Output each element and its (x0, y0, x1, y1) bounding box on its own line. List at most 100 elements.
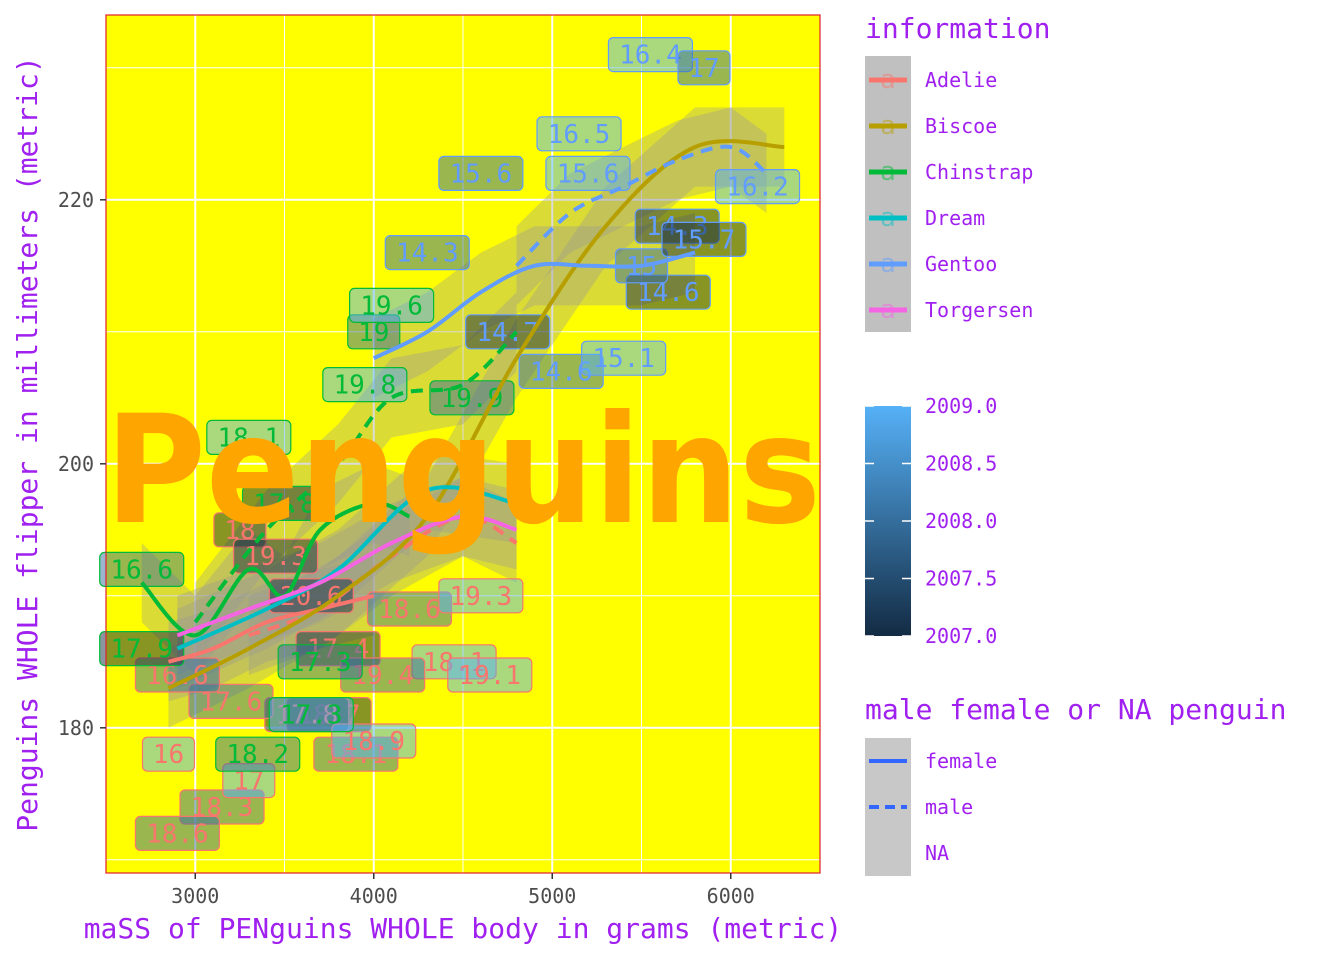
point-label-box (99, 551, 185, 588)
smooth-line-adelie-female (167, 593, 375, 664)
point-label-gentoo: 14.7 (465, 314, 551, 350)
y-axis-title: Penguins WHOLE flipper in millimeters (m… (11, 56, 44, 831)
legend-information-title: information (865, 12, 1050, 45)
point-label-text: 16.6 (110, 555, 173, 585)
x-tick-label: 4000 (350, 884, 398, 908)
legend-key-glyph: a (880, 111, 896, 141)
point-label-text: 14.7 (476, 318, 539, 348)
point-label-box (661, 221, 747, 257)
point-label-chinstrap: 18.1 (206, 419, 292, 455)
x-tick-label: 5000 (528, 884, 576, 908)
point-label-gentoo: 15.6 (545, 155, 631, 191)
x-axis-title: maSS of PENguins WHOLE body in grams (me… (84, 912, 843, 945)
legend-information-keys-bg (865, 56, 911, 332)
point-label-adelie: 19.3 (438, 578, 524, 614)
point-label-box (322, 367, 408, 403)
point-label-adelie: 19.1 (447, 657, 533, 693)
point-label-text: 17.9 (110, 635, 173, 665)
point-label-text: 19.6 (360, 291, 423, 321)
point-label-box (625, 274, 711, 310)
point-label-text: 19.3 (450, 582, 513, 612)
point-label-box (581, 340, 667, 376)
point-label-text: 16.2 (726, 173, 789, 203)
colorbar-label: 2009.0 (925, 394, 997, 418)
x-tick-label: 6000 (707, 884, 755, 908)
point-label-box (438, 578, 524, 614)
point-label-gentoo: 16.2 (714, 169, 801, 205)
point-label-box (99, 630, 185, 667)
colorbar-label: 2008.5 (925, 452, 997, 476)
point-label-text: 16.5 (548, 120, 611, 150)
point-label-text: 19.8 (334, 371, 397, 401)
point-label-text: 17.3 (289, 648, 352, 678)
legend-information-item: Dream (925, 206, 985, 230)
point-label-box (268, 696, 354, 733)
point-label-box (384, 235, 470, 271)
legend-key-glyph: a (880, 249, 896, 279)
point-label-text: 18.6 (146, 819, 209, 849)
point-label-adelie: 18.6 (134, 815, 220, 852)
legend-year-colorbar: 2009.0 2008.5 2008.0 2007.5 2007.0 (865, 394, 997, 648)
legend-sex: male female or NA penguin female male NA (865, 693, 1286, 876)
legend-key-glyph: a (880, 65, 896, 95)
point-labels: 18.717.41819.320.617.817.616.618.318.617… (99, 36, 801, 852)
point-label-adelie: 18 (213, 512, 267, 548)
axis-ticks: 3000 4000 5000 6000 180 200 220 (58, 188, 755, 908)
point-label-text: 16 (153, 740, 184, 770)
ribbon-biscoe-female (168, 107, 785, 728)
chart-title: Penguins (105, 384, 821, 558)
grid-lines (106, 15, 820, 873)
ribbon-adelie-male (248, 477, 517, 675)
point-label-text: 18.6 (378, 595, 441, 625)
point-label-chinstrap: 17.9 (99, 630, 185, 667)
y-tick-label: 180 (58, 716, 94, 740)
legend-information-item: Gentoo (925, 252, 997, 276)
point-label-box (536, 116, 622, 152)
point-label-text: 14.3 (396, 239, 459, 269)
point-label-box (438, 155, 524, 191)
point-label-chinstrap: 16.6 (99, 551, 185, 588)
point-label-box (447, 657, 533, 693)
smooth-line-torgersen-female (176, 514, 518, 638)
colorbar-label: 2007.5 (925, 567, 997, 591)
point-label-chinstrap: 19.8 (322, 367, 408, 403)
legend-information-item: Chinstrap (925, 160, 1033, 184)
point-label-gentoo: 15.1 (581, 340, 667, 376)
plot-panel-border (105, 14, 821, 874)
x-tick-label: 3000 (171, 884, 219, 908)
point-label-adelie: 18.9 (331, 723, 417, 759)
legend-information-item: Biscoe (925, 114, 997, 138)
point-label-gentoo: 15.6 (438, 155, 524, 191)
ribbon-gentoo-female (373, 213, 696, 398)
point-label-chinstrap: 17.3 (277, 644, 363, 680)
point-label-chinstrap: 19.6 (349, 287, 435, 323)
point-label-adelie: 19.4 (340, 657, 426, 693)
legend-key-glyph: a (880, 203, 896, 233)
y-tick-label: 200 (58, 452, 94, 476)
point-label-adelie: 18.6 (366, 591, 453, 627)
colorbar-label: 2008.0 (925, 509, 997, 533)
point-label-gentoo: 16.5 (536, 116, 622, 152)
ribbon-gentoo-male (516, 107, 767, 306)
point-label-text: 18.2 (226, 740, 289, 770)
smooth-line-gentoo-female (372, 250, 696, 360)
point-label-text: 15.1 (592, 344, 655, 374)
point-label-text: 17 (688, 54, 719, 84)
point-label-box (331, 723, 417, 759)
point-label-text: 15.6 (557, 159, 620, 189)
point-label-gentoo: 16.4 (607, 36, 694, 73)
legend-information: information a Adelie a Biscoe a Chinstrap a Dre… (865, 12, 1050, 332)
point-label-box (134, 815, 220, 852)
point-label-chinstrap: 18.2 (215, 736, 301, 772)
point-label-adelie: 16 (141, 736, 196, 772)
point-label-text: 18.9 (342, 727, 405, 757)
legend-sex-item: male (925, 795, 973, 819)
legend-sex-item: NA (925, 841, 949, 865)
smooth-line-gentoo-male (515, 144, 768, 268)
point-label-text: 16.4 (619, 41, 682, 71)
point-label-text: 19.1 (458, 661, 521, 691)
point-label-gentoo: 15.7 (661, 221, 747, 257)
point-label-box (677, 50, 731, 86)
legend-key-glyph: a (880, 295, 896, 325)
point-label-box (215, 736, 301, 772)
